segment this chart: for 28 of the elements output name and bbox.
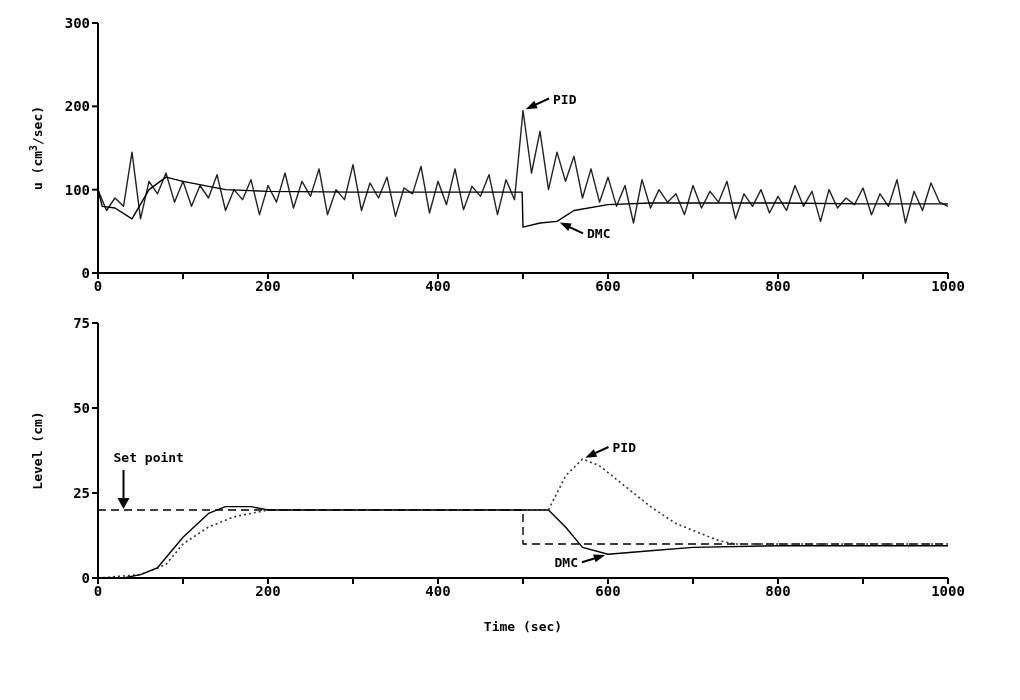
y-tick-label: 0: [81, 264, 90, 281]
x-tick-label: 0: [93, 277, 103, 294]
annotation: DMC: [554, 555, 578, 571]
y-axis-title: Level (cm): [30, 411, 45, 490]
x-axis-title: Time (sec): [483, 619, 563, 634]
x-tick-label: 200: [255, 582, 281, 599]
annotation: PID: [553, 91, 577, 107]
x-tick-label: 600: [595, 277, 621, 294]
y-tick-label: 100: [64, 181, 90, 198]
annotation: DMC: [587, 226, 611, 242]
y-tick-label: 75: [73, 314, 90, 331]
x-tick-label: 1000: [931, 582, 965, 599]
y-tick-label: 300: [64, 14, 90, 31]
y-tick-label: 25: [73, 484, 90, 501]
x-tick-label: 800: [765, 582, 791, 599]
y-tick-label: 50: [73, 399, 90, 416]
line-series: [98, 109, 948, 224]
x-tick-label: 800: [765, 277, 791, 294]
text: Set point: [113, 450, 184, 465]
annotation: PID: [612, 440, 637, 455]
y-tick-label: 0: [81, 569, 90, 586]
x-tick-label: 0: [93, 582, 103, 599]
x-tick-label: 200: [255, 277, 281, 294]
x-tick-label: 1000: [931, 277, 965, 294]
x-tick-label: 400: [425, 582, 451, 599]
x-tick-label: 600: [595, 582, 621, 599]
x-tick-label: 400: [425, 277, 451, 294]
y-tick-label: 200: [64, 98, 90, 115]
